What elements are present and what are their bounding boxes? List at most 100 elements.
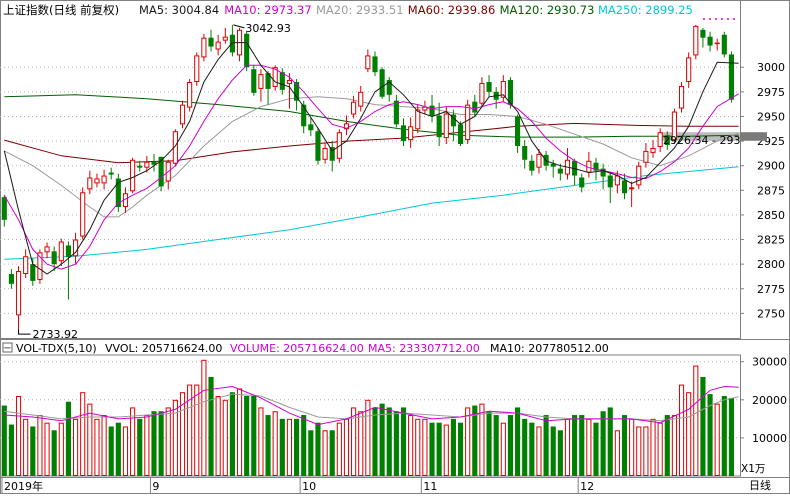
candle-body-up	[714, 42, 720, 45]
volume-bar-up	[272, 411, 278, 477]
candle-body-down	[515, 116, 521, 146]
volume-tick-label: 20000	[752, 394, 787, 407]
candle-body-down	[8, 274, 14, 284]
volume-label: VOLUME: 205716624.00	[230, 342, 364, 355]
volume-bar-up	[122, 426, 129, 477]
volume-bar-up	[343, 418, 350, 477]
ma-legend-item: MA120: 2930.73	[500, 3, 595, 17]
candle-body-up	[536, 153, 542, 168]
volume-bar-up	[172, 399, 178, 476]
volume-bar-down	[486, 411, 492, 476]
volume-bar-down	[372, 407, 378, 476]
candle-body-down	[557, 168, 563, 174]
volume-bar-up	[23, 418, 29, 477]
candle-body-down	[436, 115, 442, 138]
volume-bar-up	[222, 399, 228, 476]
volume-bar-up	[693, 365, 699, 476]
candle-body-down	[607, 175, 613, 188]
candle-body-up	[272, 67, 278, 87]
high-marker-line	[233, 24, 245, 29]
volume-bar-down	[664, 415, 670, 476]
candle-body-up	[358, 91, 364, 107]
volume-bar-down	[515, 407, 521, 476]
candle-body-down	[30, 264, 36, 281]
volume-bar-down	[700, 376, 706, 476]
candle-body-down	[728, 54, 735, 100]
candle-body-down	[208, 37, 214, 47]
candle-body-up	[201, 37, 207, 58]
volume-bar-up	[657, 422, 663, 476]
candle-body-down	[721, 34, 727, 55]
volume-bar-up	[187, 384, 193, 477]
candle-body-down	[329, 146, 335, 161]
volume-bar-up	[179, 392, 186, 477]
candle-body-down	[229, 34, 235, 53]
volume-bar-down	[208, 376, 214, 476]
candle-body-down	[429, 105, 435, 116]
volume-bar-up	[408, 415, 414, 476]
range-band-axis-marker	[740, 132, 767, 141]
ma250-line	[4, 166, 739, 260]
volume-bar-down	[529, 422, 535, 476]
volume-bar-down	[579, 415, 585, 476]
candle-body-down	[600, 168, 606, 177]
candle-body-up	[322, 147, 328, 160]
volume-bar-up	[643, 426, 649, 477]
candle-body-down	[151, 161, 157, 165]
volume-bar-down	[507, 415, 514, 476]
volume-bar-up	[671, 415, 677, 476]
candle-body-down	[700, 29, 706, 38]
vvol-label: VVOL: 205716624.00	[105, 342, 222, 355]
candle-body-up	[58, 241, 64, 262]
volume-bar-down	[137, 418, 143, 476]
volume-bar-up	[365, 399, 371, 476]
date-label: 12	[580, 480, 594, 493]
volume-bar-down	[108, 426, 114, 476]
candle-body-down	[550, 163, 556, 167]
volume-bar-up	[636, 426, 642, 477]
volume-tick-label: 30000	[752, 356, 787, 369]
candle-body-up	[443, 113, 449, 139]
volume-bar-up	[236, 388, 243, 476]
volume-bar-down	[543, 415, 549, 476]
volume-bar-down	[393, 411, 399, 476]
candle-body-down	[472, 101, 478, 113]
volume-bar-up	[165, 407, 171, 476]
volume-bar-up	[201, 359, 207, 476]
volume-bar-up	[15, 396, 22, 476]
candle-body-up	[629, 187, 635, 190]
volume-bar-down	[151, 411, 157, 476]
volume-bar-down	[308, 430, 314, 476]
vol-ma5-line	[4, 385, 739, 426]
volume-bar-up	[614, 430, 620, 476]
volume-bar-up	[144, 415, 150, 476]
volume-bar-down	[557, 430, 563, 476]
price-tick-label: 2975	[757, 86, 785, 99]
volume-bar-up	[101, 415, 107, 476]
volume-bar-down	[65, 401, 72, 476]
collapse-toggle[interactable]	[2, 342, 13, 353]
ma-legend: MA5: 3004.84 MA10: 2973.37 MA20: 2933.51 MA…	[139, 3, 693, 17]
price-tick-label: 2800	[757, 258, 785, 271]
volume-bar-up	[37, 415, 43, 476]
volume-bar-down	[251, 396, 257, 476]
volume-bar-up	[58, 422, 64, 476]
candle-body-up	[408, 126, 414, 141]
candle-body-up	[671, 111, 677, 141]
candle-body-up	[636, 165, 642, 186]
candle-body-up	[80, 192, 86, 237]
candle-body-up	[415, 109, 421, 130]
candle-body-down	[301, 104, 307, 127]
candle-body-down	[400, 125, 407, 142]
candle-body-down	[137, 165, 143, 168]
volume-bar-up	[500, 422, 506, 476]
volume-bar-down	[728, 397, 735, 476]
volume-bar-up	[586, 418, 592, 477]
volume-bar-up	[536, 426, 542, 477]
volume-bar-down	[522, 418, 528, 476]
volume-bar-down	[30, 426, 36, 476]
price-tick-label: 2950	[757, 110, 785, 123]
volume-bar-down	[8, 424, 14, 476]
volume-bar-down	[600, 411, 606, 476]
